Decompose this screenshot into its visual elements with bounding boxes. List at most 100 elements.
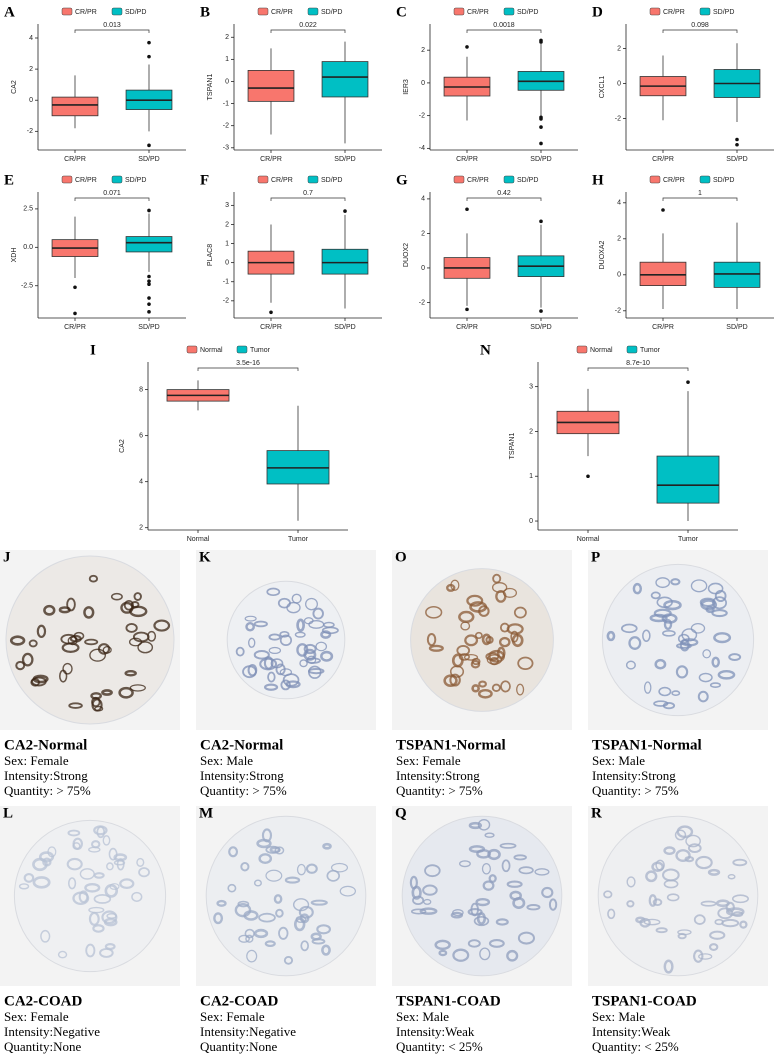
- gland: [284, 876, 301, 884]
- gland: [725, 907, 745, 917]
- gland: [626, 876, 636, 888]
- x-tick-label: CR/PR: [652, 324, 674, 331]
- gland: [425, 605, 443, 619]
- panel-label: J: [3, 549, 11, 565]
- outlier: [735, 142, 739, 147]
- caption-line: Sex: Female: [4, 753, 69, 768]
- gland: [96, 826, 106, 839]
- y-tick-label: 2: [225, 34, 229, 41]
- gland: [283, 956, 294, 965]
- gland: [409, 875, 418, 890]
- panel-label: B: [200, 4, 210, 20]
- outlier: [73, 311, 77, 316]
- outlier: [147, 279, 151, 283]
- gland: [684, 856, 695, 863]
- legend-label: SD/PD: [125, 9, 146, 16]
- tissue-image: [588, 806, 768, 986]
- gland: [474, 631, 483, 639]
- gland: [270, 658, 284, 669]
- gland: [470, 659, 481, 669]
- x-tick-label: Normal: [577, 536, 600, 543]
- gland: [625, 660, 636, 670]
- legend-swatch: [186, 345, 198, 354]
- caption-line: Quantity: < 25%: [592, 1039, 679, 1054]
- gland: [253, 650, 270, 660]
- legend-label: Tumor: [640, 347, 661, 354]
- gland: [464, 634, 479, 647]
- gland: [90, 840, 101, 849]
- gland: [658, 686, 672, 697]
- gland: [651, 861, 665, 873]
- caption-title: CA2-COAD: [4, 993, 82, 1009]
- gland: [449, 673, 461, 687]
- gland: [280, 679, 291, 691]
- gland: [92, 924, 105, 933]
- gland: [491, 582, 508, 593]
- gland: [481, 862, 491, 875]
- gland: [482, 880, 495, 891]
- gland: [216, 899, 227, 907]
- p-value: 0.42: [497, 190, 511, 197]
- y-tick-label: -2: [615, 115, 621, 122]
- gland: [463, 653, 479, 661]
- panel-label: F: [200, 172, 209, 188]
- gland: [675, 665, 689, 679]
- gland: [510, 630, 519, 643]
- legend-label: SD/PD: [321, 177, 342, 184]
- caption-line: Quantity: > 75%: [396, 783, 483, 798]
- outlier: [343, 209, 347, 213]
- outlier: [147, 143, 151, 148]
- outlier: [539, 141, 543, 146]
- gland: [310, 899, 328, 906]
- gland: [268, 646, 282, 655]
- legend-swatch: [453, 7, 465, 16]
- panel-label: G: [396, 172, 408, 188]
- outlier: [147, 40, 151, 45]
- gland: [512, 896, 526, 909]
- gland: [101, 910, 118, 925]
- p-value: 1: [698, 190, 702, 197]
- tissue-core: [601, 563, 755, 717]
- gland: [136, 857, 145, 867]
- x-tick-label: SD/PD: [334, 156, 355, 163]
- x-tick-label: SD/PD: [726, 324, 747, 331]
- gland: [84, 882, 101, 893]
- gland: [311, 938, 326, 945]
- gland: [227, 883, 237, 893]
- significance-bracket: [587, 367, 689, 371]
- gland: [133, 592, 142, 601]
- gland: [303, 617, 314, 625]
- gland: [499, 842, 517, 849]
- gland: [516, 683, 525, 696]
- gland: [687, 843, 702, 854]
- gland: [412, 895, 425, 906]
- gland: [244, 928, 255, 939]
- gland: [279, 630, 290, 638]
- gland: [84, 638, 99, 646]
- gland: [147, 630, 157, 642]
- gland: [58, 606, 71, 614]
- legend-swatch: [649, 7, 661, 16]
- gland: [739, 920, 748, 929]
- legend-label: SD/PD: [517, 9, 538, 16]
- significance-bracket: [74, 197, 150, 201]
- caption-line: Sex: Male: [592, 753, 645, 768]
- gland: [57, 950, 68, 959]
- gland: [305, 597, 318, 611]
- box: [656, 455, 720, 504]
- y-tick-label: 0: [617, 80, 621, 87]
- x-tick-label: CR/PR: [456, 156, 478, 163]
- gland: [419, 907, 438, 915]
- gland: [274, 846, 285, 855]
- gland: [513, 606, 527, 619]
- gland: [498, 636, 511, 648]
- tissue-image: [392, 550, 572, 730]
- gland: [265, 869, 283, 882]
- gland: [481, 633, 492, 646]
- x-tick-label: CR/PR: [652, 156, 674, 163]
- significance-bracket: [662, 29, 738, 33]
- y-tick-label: -1: [223, 279, 229, 286]
- gland: [697, 690, 709, 703]
- gland: [603, 890, 613, 899]
- x-tick-label: SD/PD: [334, 324, 355, 331]
